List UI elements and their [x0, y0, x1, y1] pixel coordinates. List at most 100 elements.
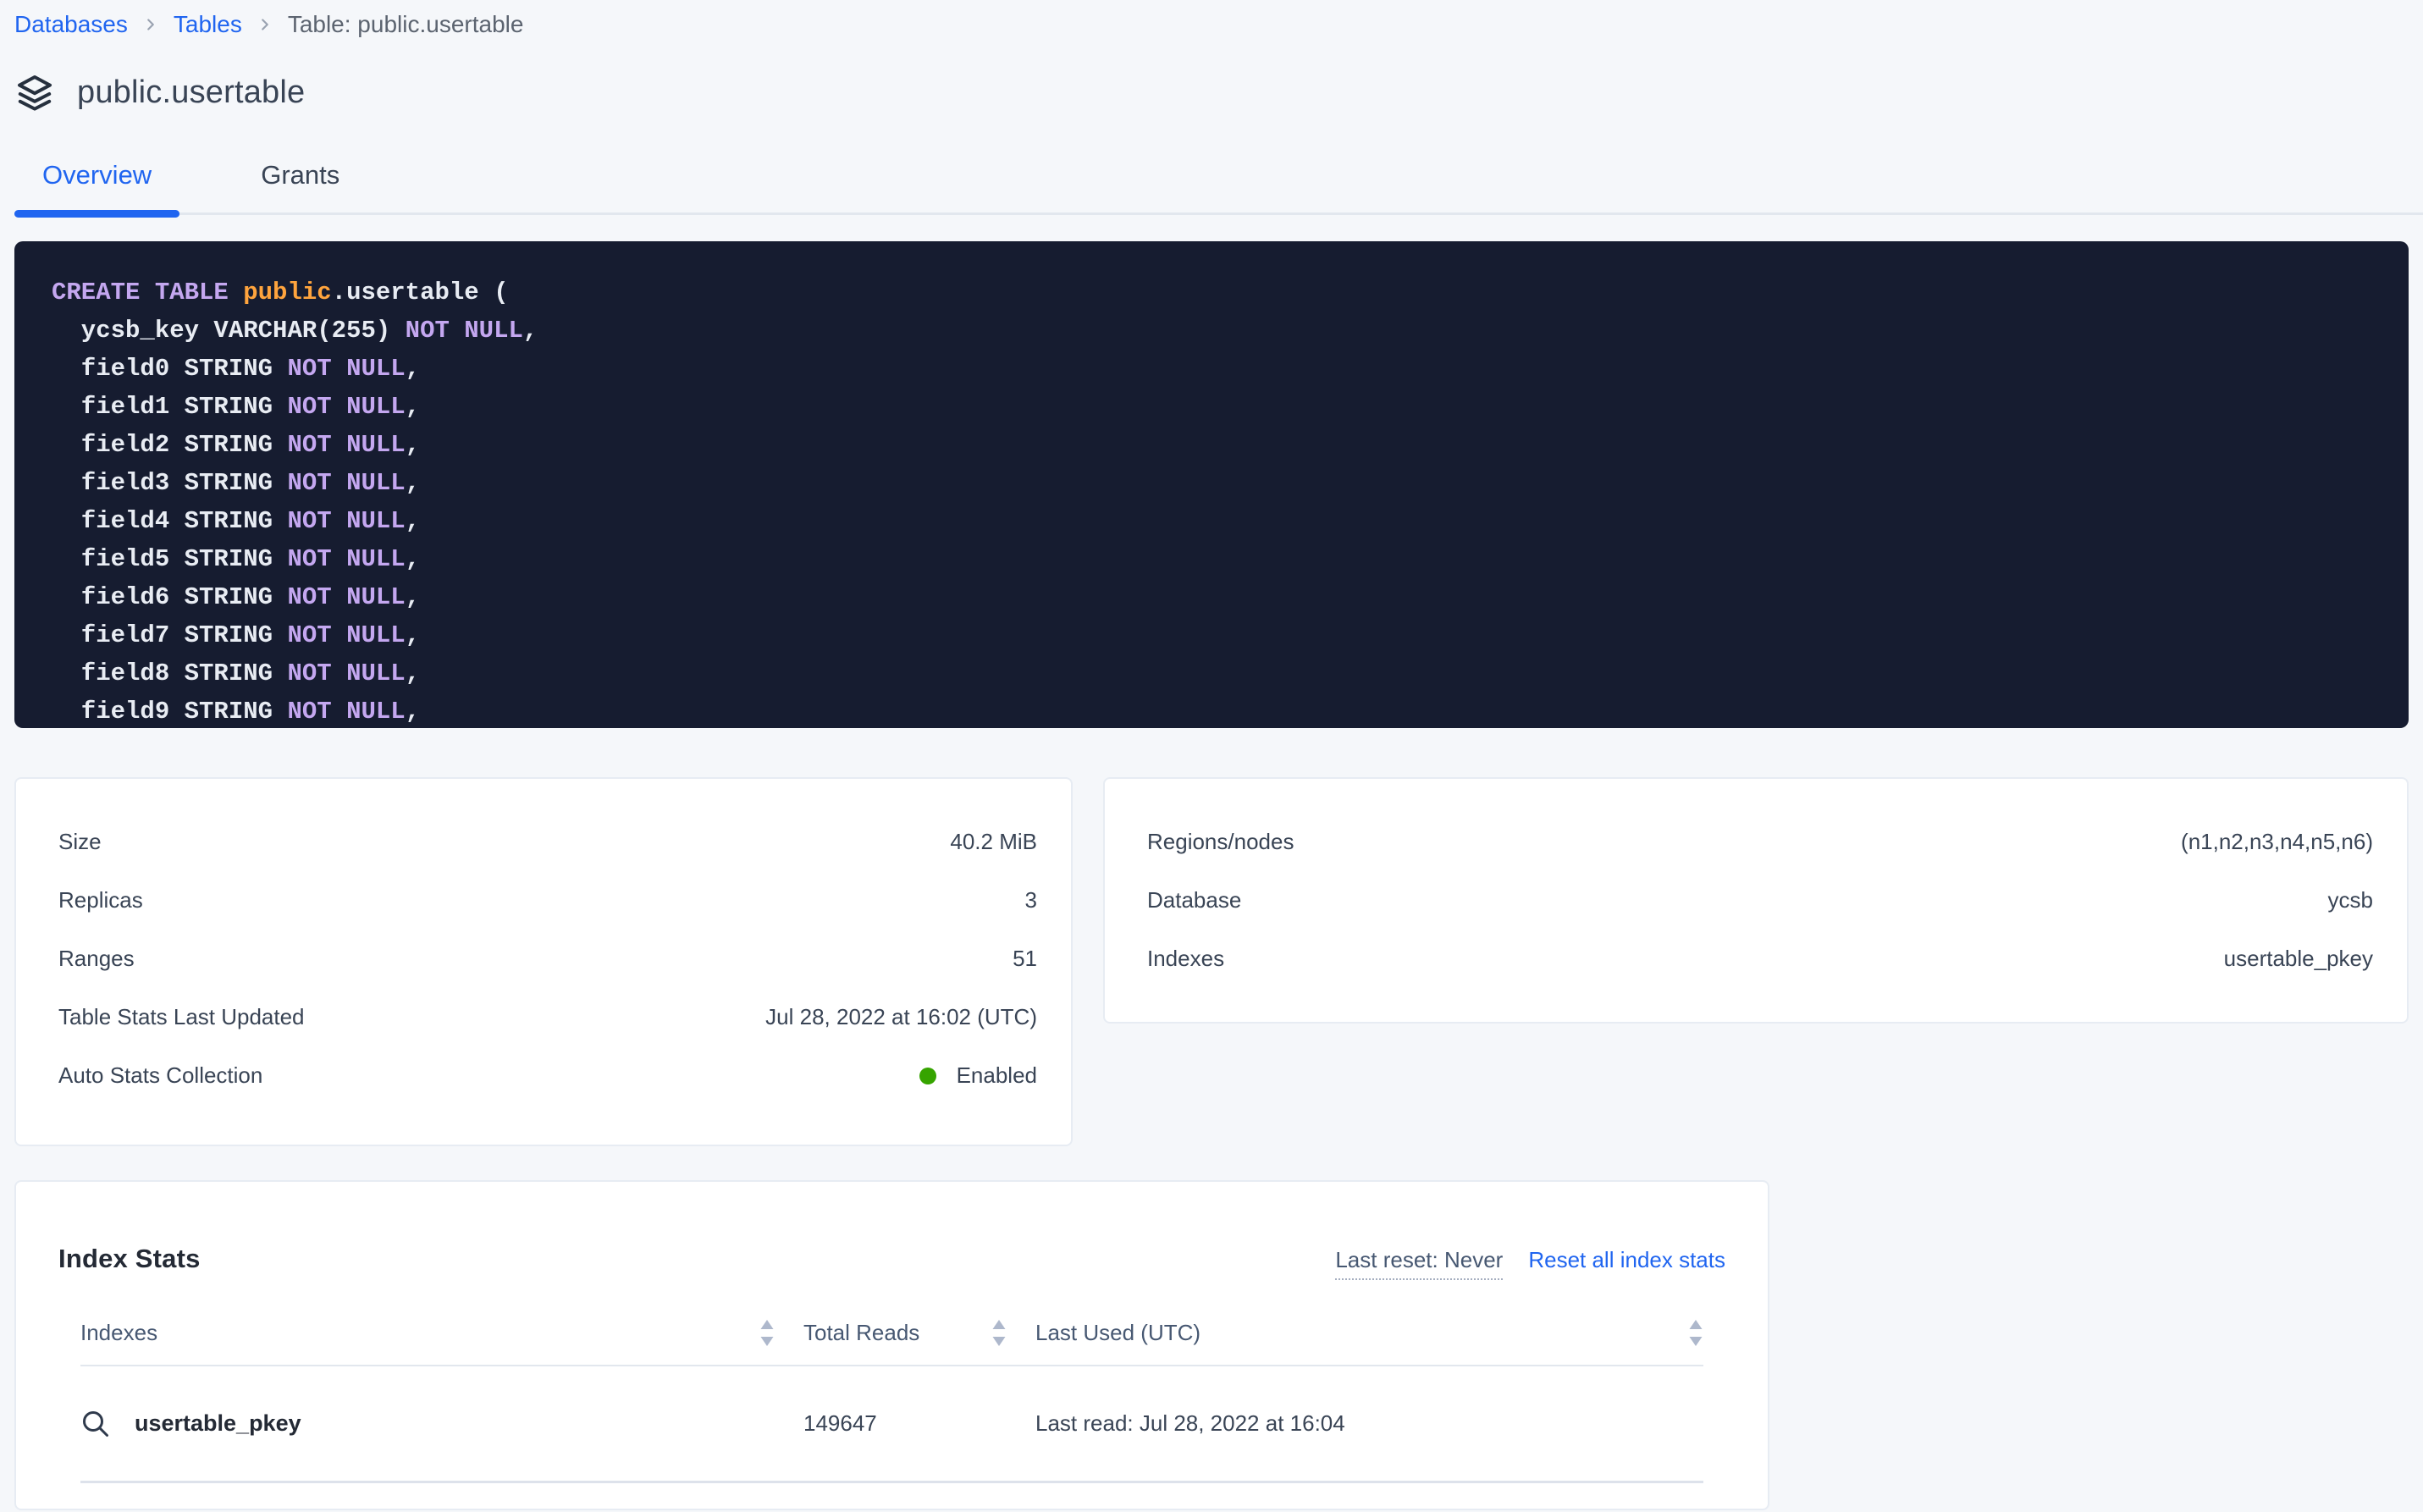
detail-label: Replicas [58, 887, 143, 913]
index-name: usertable_pkey [135, 1410, 301, 1436]
sql-line: field6 STRING NOT NULL, [52, 578, 2392, 616]
sql-token: CREATE TABLE [52, 279, 244, 306]
sql-token: ycsb_key VARCHAR(255) [52, 317, 406, 345]
sql-token: , [405, 698, 421, 726]
sql-token: NOT NULL [287, 507, 406, 535]
details-cards: Size 40.2 MiB Replicas 3 Ranges 51 Table Stats… [14, 777, 2409, 1146]
chevron-right-icon [256, 15, 274, 34]
column-header-label: Last Used (UTC) [1035, 1319, 1201, 1345]
sql-token: field1 STRING [52, 393, 288, 421]
sql-token: .usertable ( [331, 279, 509, 306]
breadcrumb-link-tables[interactable]: Tables [173, 11, 242, 37]
sql-token: , [405, 545, 421, 573]
tab-grants[interactable]: Grants [261, 160, 340, 190]
create-table-statement: CREATE TABLE public.usertable ( ycsb_key… [14, 241, 2409, 728]
sql-token: field6 STRING [52, 583, 288, 611]
sql-token: , [405, 393, 421, 421]
column-header-label: Total Reads [803, 1319, 920, 1345]
sql-token: , [405, 507, 421, 535]
detail-row: Ranges 51 [58, 930, 1037, 988]
sql-token: , [405, 583, 421, 611]
sort-icon[interactable] [759, 1319, 775, 1347]
detail-row: Regions/nodes (n1,n2,n3,n4,n5,n6) [1147, 813, 2373, 871]
sql-token: NOT NULL [287, 469, 406, 497]
detail-label: Ranges [58, 946, 135, 971]
sort-icon[interactable] [1688, 1319, 1703, 1347]
detail-value: 3 [1025, 887, 1037, 913]
sql-token: field7 STRING [52, 621, 288, 649]
column-header-label: Indexes [80, 1319, 158, 1345]
sql-line: field2 STRING NOT NULL, [52, 426, 2392, 464]
column-header-2[interactable]: Total Reads [803, 1319, 1007, 1347]
detail-row: Indexes usertable_pkey [1147, 930, 2373, 988]
sql-token: field4 STRING [52, 507, 288, 535]
sql-token: NOT NULL [287, 393, 406, 421]
breadcrumb-current: Table: public.usertable [287, 11, 524, 37]
detail-row: Table Stats Last Updated Jul 28, 2022 at … [58, 988, 1037, 1046]
detail-row: Size 40.2 MiB [58, 813, 1037, 871]
detail-value-text: Enabled [956, 1062, 1037, 1088]
sql-token: , [405, 621, 421, 649]
index-stats-table: Indexes Total Reads Last Used (UTC) usertab… [80, 1300, 1703, 1483]
sql-token: NOT NULL [287, 659, 406, 687]
detail-value-text: (n1,n2,n3,n4,n5,n6) [2181, 829, 2373, 854]
reset-all-index-stats-link[interactable]: Reset all index stats [1528, 1247, 1725, 1272]
sql-line: field0 STRING NOT NULL, [52, 350, 2392, 388]
index-name-cell[interactable]: usertable_pkey [80, 1409, 775, 1439]
detail-label: Database [1147, 887, 1242, 913]
layers-icon [14, 72, 55, 113]
sql-token: field5 STRING [52, 545, 288, 573]
index-stats-header: Index Stats Last reset: Never Reset all … [58, 1243, 1725, 1280]
column-header-3[interactable]: Last Used (UTC) [1035, 1319, 1703, 1347]
sql-token: NOT NULL [287, 431, 406, 459]
detail-value: ycsb [2328, 887, 2373, 913]
detail-value: 40.2 MiB [950, 829, 1037, 855]
detail-label: Size [58, 829, 102, 854]
index-stats-title: Index Stats [58, 1244, 201, 1273]
index-table-row: usertable_pkey 149647 Last read: Jul 28, 2… [80, 1366, 1703, 1483]
detail-value-text: 40.2 MiB [950, 829, 1037, 854]
column-header-1[interactable]: Indexes [80, 1319, 775, 1347]
sql-token: NOT NULL [287, 698, 406, 726]
sql-token: NOT NULL [405, 317, 523, 345]
sql-line: field8 STRING NOT NULL, [52, 654, 2392, 693]
sql-line: field9 STRING NOT NULL, [52, 693, 2392, 728]
detail-row: Replicas 3 [58, 871, 1037, 930]
sql-token: NOT NULL [287, 621, 406, 649]
detail-label: Table Stats Last Updated [58, 1004, 305, 1029]
sql-token: field0 STRING [52, 355, 288, 383]
magnifier-icon [80, 1409, 111, 1439]
sql-token: public [243, 279, 332, 306]
tab-bar: Overview Grants [14, 160, 2423, 218]
page-title: public.usertable [77, 74, 306, 110]
sql-line: field5 STRING NOT NULL, [52, 540, 2392, 578]
detail-value: usertable_pkey [2224, 946, 2373, 972]
sql-token: field2 STRING [52, 431, 288, 459]
detail-value: 51 [1013, 946, 1037, 972]
detail-value: (n1,n2,n3,n4,n5,n6) [2181, 829, 2373, 855]
detail-value: Jul 28, 2022 at 16:02 (UTC) [765, 1004, 1037, 1030]
total-reads-cell: 149647 [803, 1410, 877, 1436]
index-table-header-row: Indexes Total Reads Last Used (UTC) [80, 1300, 1703, 1366]
detail-value: Enabled [919, 1062, 1037, 1089]
sort-icon[interactable] [991, 1319, 1007, 1347]
detail-value-text: ycsb [2327, 887, 2373, 913]
last-reset-label: Last reset: Never [1335, 1247, 1504, 1280]
sql-token: , [405, 355, 421, 383]
sql-line: field7 STRING NOT NULL, [52, 616, 2392, 654]
sql-token: , [522, 317, 538, 345]
sql-token: , [405, 469, 421, 497]
tab-overview[interactable]: Overview [14, 160, 180, 218]
detail-row: Database ycsb [1147, 871, 2373, 930]
detail-label: Indexes [1147, 946, 1225, 971]
detail-value-text: usertable_pkey [2223, 946, 2373, 971]
detail-value-text: Jul 28, 2022 at 16:02 (UTC) [765, 1004, 1037, 1029]
sql-token: , [405, 659, 421, 687]
last-used-cell: Last read: Jul 28, 2022 at 16:04 [1035, 1410, 1345, 1436]
breadcrumb-link-databases[interactable]: Databases [14, 11, 128, 37]
chevron-right-icon [141, 15, 160, 34]
sql-line: field1 STRING NOT NULL, [52, 388, 2392, 426]
sql-line: ycsb_key VARCHAR(255) NOT NULL, [52, 312, 2392, 350]
sql-line: field4 STRING NOT NULL, [52, 502, 2392, 540]
